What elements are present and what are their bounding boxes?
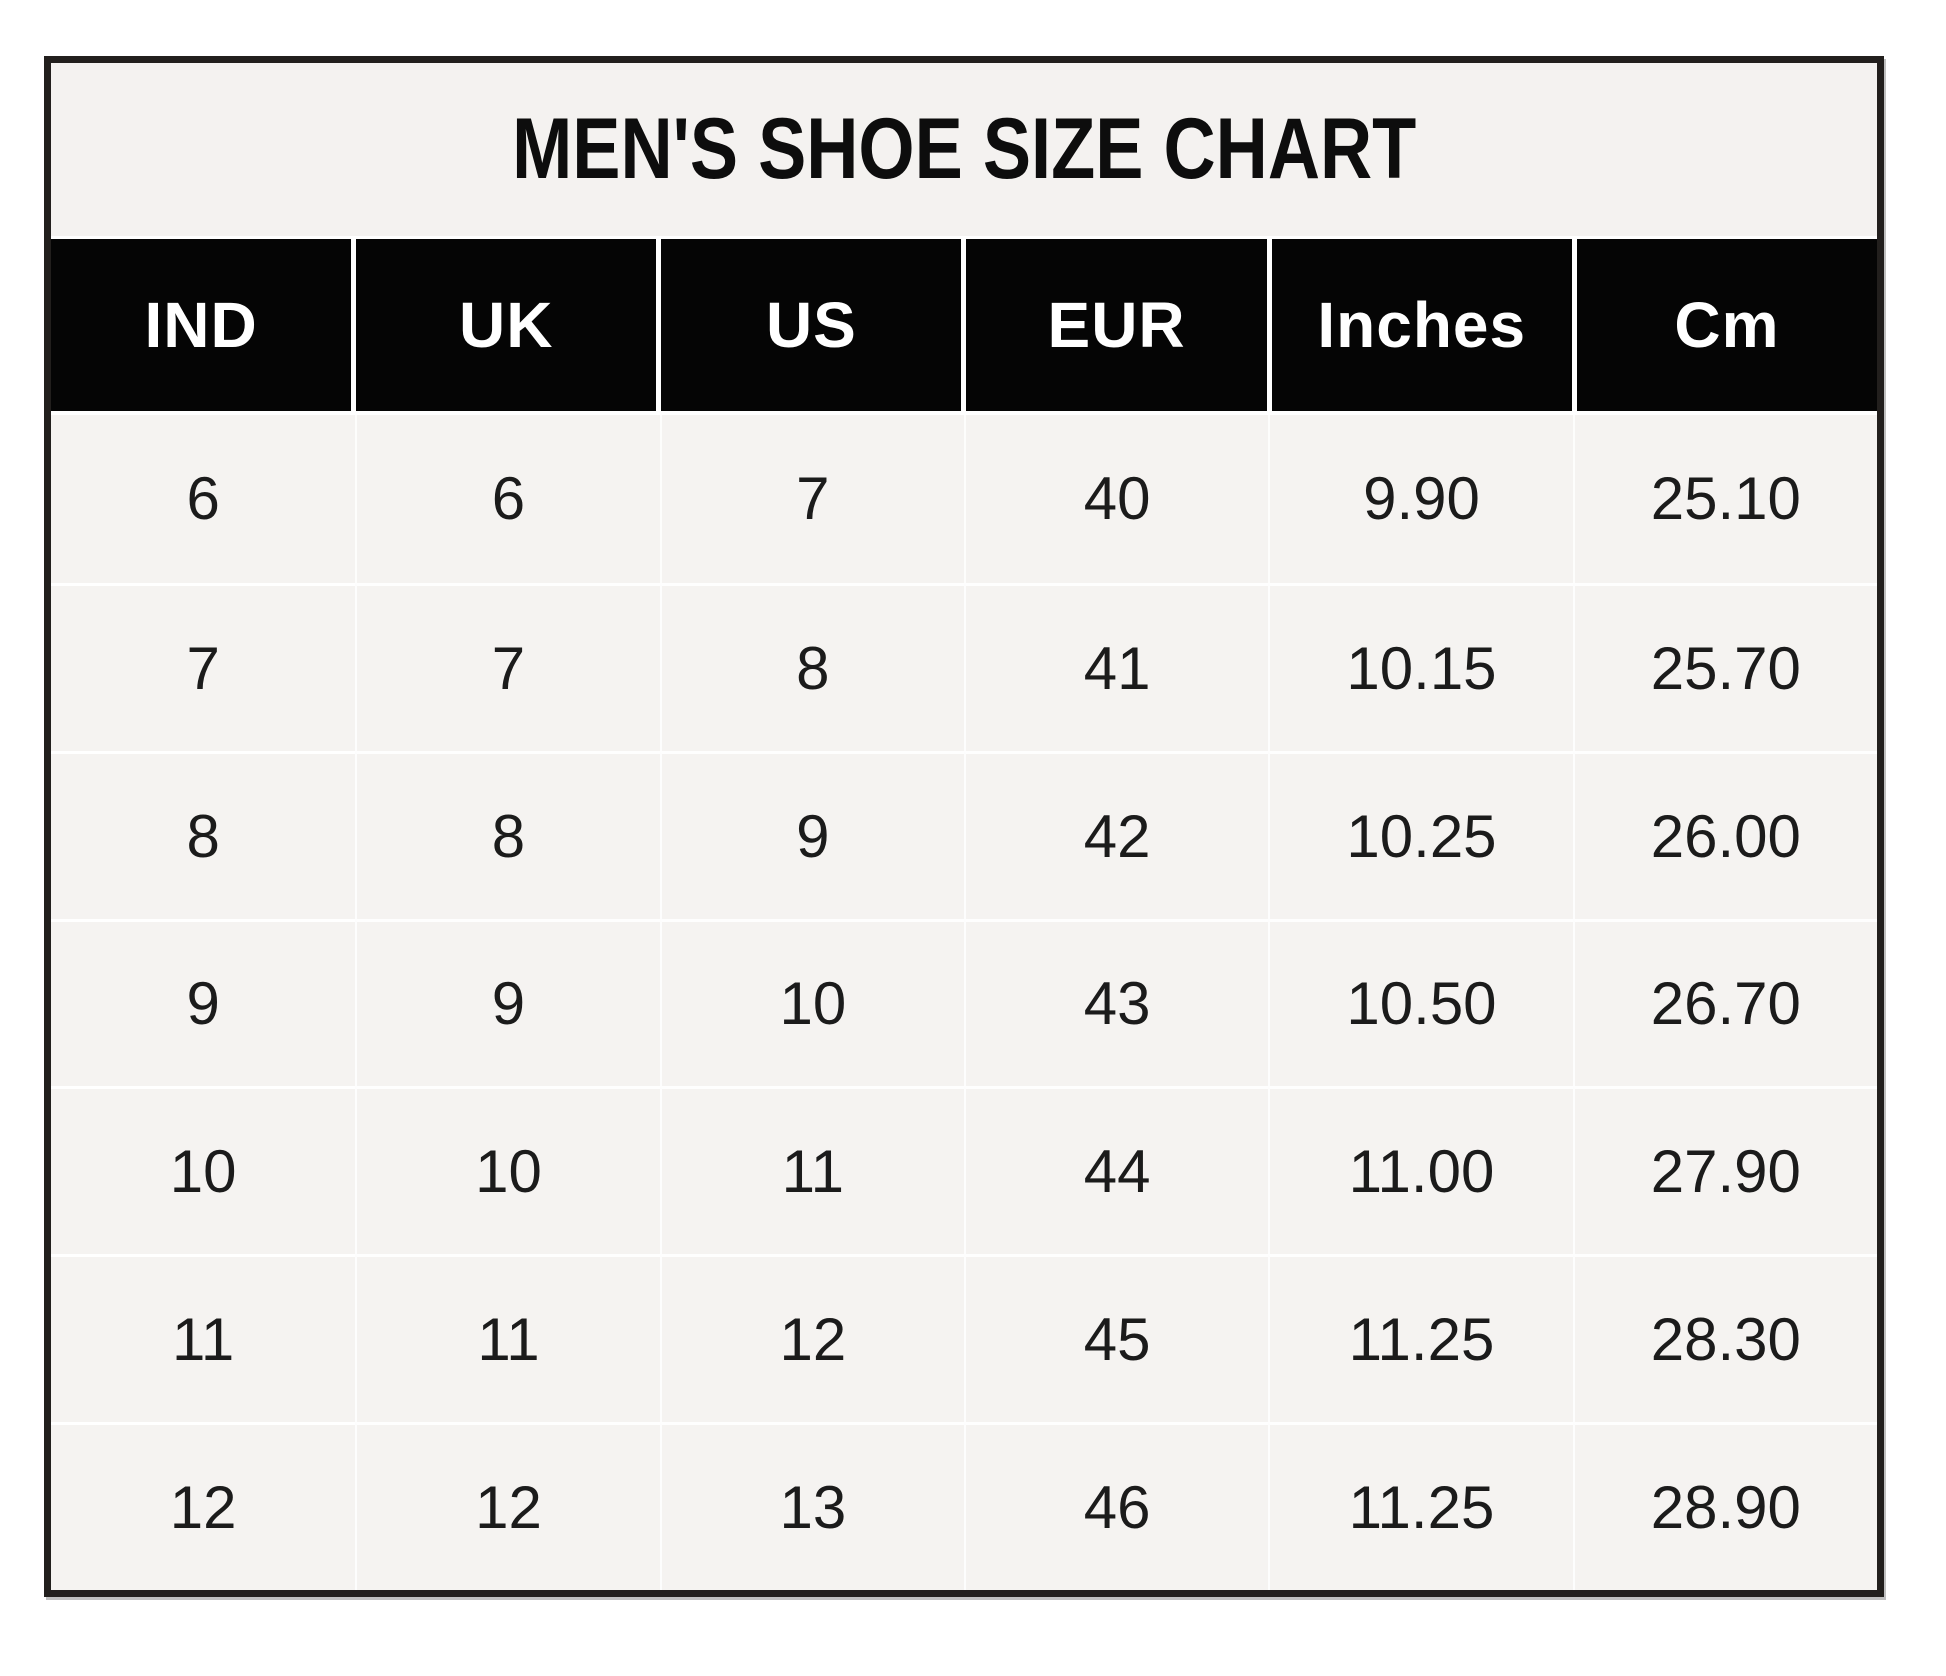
chart-title: MEN'S SHOE SIZE CHART [511, 101, 1417, 197]
cell-row5-inches: 11.00 [1268, 1086, 1573, 1255]
table-header-row: IND UK US EUR Inches Cm [51, 236, 1877, 415]
cell-row6-us: 12 [659, 1254, 964, 1423]
cell-row4-us: 10 [659, 918, 964, 1087]
cell-row3-ind: 8 [51, 750, 356, 919]
cell-row6-ind: 11 [51, 1254, 356, 1423]
column-header-ind: IND [51, 239, 352, 411]
cell-row2-uk: 7 [355, 582, 660, 751]
column-header-eur: EUR [966, 239, 1267, 411]
cell-row5-ind: 10 [51, 1086, 356, 1255]
title-band: MEN'S SHOE SIZE CHART [51, 63, 1877, 236]
shoe-size-chart: MEN'S SHOE SIZE CHART IND UK US EUR Inch… [44, 56, 1884, 1597]
cell-row6-inches: 11.25 [1268, 1254, 1573, 1423]
cell-row2-ind: 7 [51, 582, 356, 751]
cell-row5-cm: 27.90 [1572, 1086, 1877, 1255]
cell-row6-cm: 28.30 [1572, 1254, 1877, 1423]
cell-row4-ind: 9 [51, 918, 356, 1087]
cell-row4-inches: 10.50 [1268, 918, 1573, 1087]
cell-row5-uk: 10 [355, 1086, 660, 1255]
cell-row4-uk: 9 [355, 918, 660, 1087]
column-header-cm: Cm [1576, 239, 1877, 411]
cell-row4-cm: 26.70 [1572, 918, 1877, 1087]
cell-row7-eur: 46 [964, 1422, 1269, 1590]
cell-row7-us: 13 [659, 1422, 964, 1590]
column-header-uk: UK [356, 239, 657, 411]
cell-row3-inches: 10.25 [1268, 750, 1573, 919]
cell-row3-cm: 26.00 [1572, 750, 1877, 919]
cell-row2-us: 8 [659, 582, 964, 751]
cell-row7-cm: 28.90 [1572, 1422, 1877, 1590]
column-header-inches: Inches [1271, 239, 1572, 411]
cell-row4-eur: 43 [964, 918, 1269, 1087]
cell-row5-eur: 44 [964, 1086, 1269, 1255]
cell-row7-uk: 12 [355, 1422, 660, 1590]
table-body: 6 6 7 40 9.90 25.10 7 7 8 41 10.15 25.70… [51, 415, 1877, 1590]
cell-row3-eur: 42 [964, 750, 1269, 919]
cell-row1-cm: 25.10 [1572, 415, 1877, 583]
cell-row2-cm: 25.70 [1572, 582, 1877, 751]
cell-row6-uk: 11 [355, 1254, 660, 1423]
column-header-us: US [661, 239, 962, 411]
cell-row3-us: 9 [659, 750, 964, 919]
cell-row1-us: 7 [659, 415, 964, 583]
cell-row7-ind: 12 [51, 1422, 356, 1590]
cell-row1-uk: 6 [355, 415, 660, 583]
cell-row2-inches: 10.15 [1268, 582, 1573, 751]
cell-row3-uk: 8 [355, 750, 660, 919]
cell-row1-ind: 6 [51, 415, 356, 583]
cell-row6-eur: 45 [964, 1254, 1269, 1423]
cell-row5-us: 11 [659, 1086, 964, 1255]
cell-row7-inches: 11.25 [1268, 1422, 1573, 1590]
cell-row1-eur: 40 [964, 415, 1269, 583]
cell-row2-eur: 41 [964, 582, 1269, 751]
cell-row1-inches: 9.90 [1268, 415, 1573, 583]
